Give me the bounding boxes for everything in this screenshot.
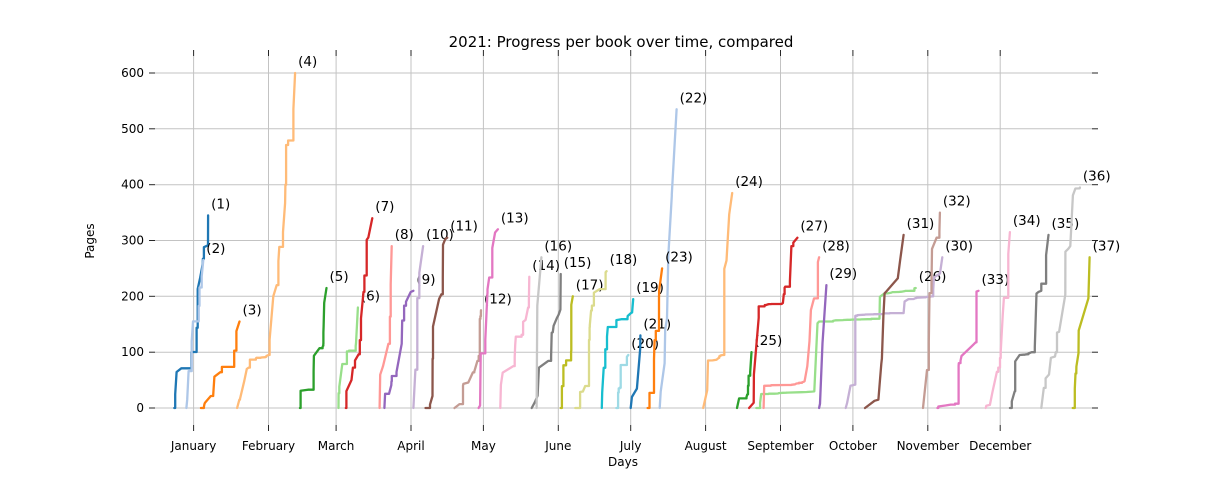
series-line-7 [344,217,374,410]
series-label-27: (27) [800,219,828,235]
series-label-20: (20) [631,336,659,352]
series-label-21: (21) [643,316,671,332]
series-line-25 [735,351,753,410]
series-line-24 [702,191,734,410]
series-line-23 [646,267,664,410]
series-label-31: (31) [907,216,935,232]
y-tick-label: 0 [136,401,144,415]
series-line-14 [499,275,531,410]
series-label-11: (11) [450,219,478,235]
month-tick-label: January [170,439,217,453]
series-label-17: (17) [576,277,604,293]
series-label-30: (30) [945,238,973,254]
series-line-36 [1040,186,1082,410]
series-line-16 [535,256,543,410]
month-tick-label: December [969,439,1031,453]
month-tick-label: March [318,439,355,453]
series-label-5: (5) [330,269,349,285]
month-tick-label: July [619,439,642,453]
series-label-24: (24) [735,174,763,190]
series-label-15: (15) [564,255,592,271]
series-line-4 [235,71,297,410]
series-line-35 [1008,233,1050,410]
series-line-13 [477,228,500,410]
series-line-2 [185,258,205,410]
series-label-32: (32) [943,194,971,210]
series-line-18 [574,270,608,410]
month-tick-label: February [242,439,295,453]
month-tick-label: October [829,439,877,453]
month-tick-label: August [685,439,727,453]
y-tick-label: 200 [121,289,144,303]
series-line-33 [936,289,980,410]
series-line-3 [199,320,241,410]
y-tick-label: 600 [121,66,144,80]
series-line-9 [383,289,415,410]
series-label-4: (4) [298,54,317,70]
series-line-10 [412,244,425,410]
series-label-12: (12) [484,291,512,307]
series-label-18: (18) [610,252,638,268]
y-tick-label: 100 [121,345,144,359]
series-line-20 [615,353,630,410]
series-label-28: (28) [822,238,850,254]
month-tick-label: May [471,439,496,453]
series-line-1 [173,214,210,410]
y-tick-label: 500 [121,122,144,136]
series-label-1: (1) [211,196,230,212]
series-line-12 [453,309,483,410]
series-label-8: (8) [395,227,414,243]
series-line-11 [424,236,449,410]
series-label-23: (23) [665,249,693,265]
month-tick-label: November [897,439,959,453]
series-label-25: (25) [755,333,783,349]
series-line-8 [378,244,393,410]
y-tick-label: 300 [121,234,144,248]
x-axis-label: Days [608,455,638,469]
chart-title: 2021: Progress per book over time, compa… [449,33,794,51]
series-label-22: (22) [680,90,708,106]
series-label-34: (34) [1013,213,1041,229]
series-line-37 [1071,256,1091,410]
series-label-33: (33) [982,272,1010,288]
series-line-31 [863,233,905,410]
series-label-19: (19) [636,280,664,296]
series-label-13: (13) [501,210,529,226]
series-line-21 [629,334,642,410]
series-label-37: (37) [1093,238,1121,254]
series-label-36: (36) [1083,169,1111,185]
series-line-27 [747,236,799,410]
series-label-14: (14) [532,258,560,274]
month-tick-label: September [747,439,813,453]
series-label-16: (16) [544,238,572,254]
month-tick-label: April [397,439,424,453]
series-label-35: (35) [1052,216,1080,232]
series-line-6 [337,306,360,410]
series-line-19 [600,297,635,410]
y-axis-label: Pages [83,223,97,258]
month-tick-label: June [544,439,571,453]
series-line-29 [817,284,828,410]
series-line-28 [762,256,821,410]
series-label-29: (29) [829,266,857,282]
series-line-17 [559,295,574,410]
series-line-22 [658,108,678,410]
series-line-32 [921,211,942,410]
series-line-26 [755,286,917,410]
series-label-2: (2) [206,241,225,257]
series-line-34 [984,230,1012,410]
series-label-6: (6) [361,289,380,305]
y-tick-label: 400 [121,178,144,192]
series-label-3: (3) [243,303,262,319]
series-label-9: (9) [416,272,435,288]
series-line-5 [298,286,328,410]
series-label-7: (7) [375,199,394,215]
